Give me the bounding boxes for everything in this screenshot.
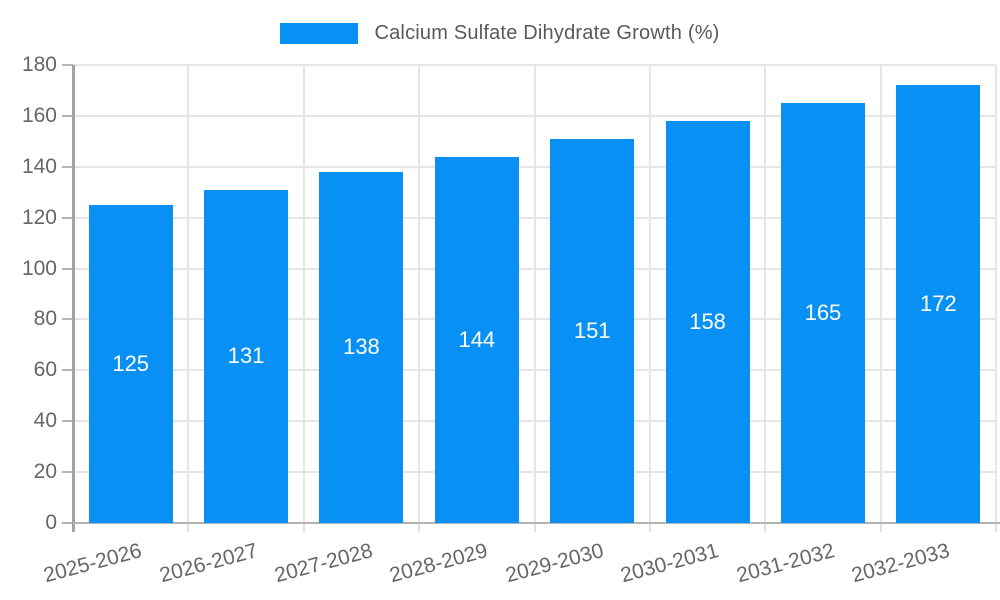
bar-2028-2029[interactable]: 144 <box>434 156 519 523</box>
x-tick-label: 2028-2029 <box>387 539 491 588</box>
y-axis-tick <box>62 318 73 321</box>
bar-2030-2031[interactable]: 158 <box>665 120 750 523</box>
x-tick-label: 2031-2032 <box>733 539 837 588</box>
x-axis-tick <box>879 523 882 532</box>
y-axis-tick <box>62 471 73 474</box>
x-tick-label: 2025-2026 <box>41 539 145 588</box>
bar-2027-2028[interactable]: 138 <box>319 171 404 523</box>
y-axis-tick <box>62 267 73 270</box>
x-axis-tick <box>187 523 190 532</box>
gridline-vertical <box>648 65 651 523</box>
x-axis-tick <box>995 523 997 532</box>
bar-2025-2026[interactable]: 125 <box>88 204 173 523</box>
y-axis-tick <box>62 369 73 372</box>
x-axis-tick <box>764 523 767 532</box>
legend-label: Calcium Sulfate Dihydrate Growth (%) <box>374 22 720 44</box>
y-tick-label: 20 <box>33 460 57 484</box>
gridline-vertical <box>533 65 536 523</box>
bar-value-label: 144 <box>458 326 496 352</box>
gridline-vertical <box>879 65 882 523</box>
gridline-vertical <box>764 65 767 523</box>
legend-swatch <box>280 23 359 44</box>
bar-value-label: 125 <box>112 350 150 376</box>
x-axis-tick <box>533 523 536 532</box>
gridline-vertical <box>418 65 421 523</box>
y-tick-label: 40 <box>33 409 57 433</box>
y-tick-label: 100 <box>21 256 57 280</box>
y-tick-label: 60 <box>33 358 57 382</box>
bar-value-label: 138 <box>343 334 380 360</box>
bar-value-label: 151 <box>573 317 611 343</box>
x-tick-label: 2027-2028 <box>272 539 376 588</box>
y-tick-label: 0 <box>45 511 57 534</box>
x-tick-label: 2032-2033 <box>849 539 953 588</box>
y-axis-tick <box>62 216 73 219</box>
gridline-vertical <box>995 65 997 523</box>
x-tick-label: 2030-2031 <box>618 539 722 588</box>
x-axis-tick <box>418 523 421 532</box>
gridline-vertical <box>187 65 190 523</box>
bar-value-label: 131 <box>227 343 265 369</box>
bar-2032-2033[interactable]: 172 <box>896 85 981 523</box>
bar-value-label: 158 <box>689 308 726 334</box>
y-tick-label: 80 <box>33 307 57 331</box>
x-axis-tick <box>302 523 305 532</box>
y-axis-tick <box>62 165 73 168</box>
x-axis-line <box>73 522 1000 524</box>
bar-2029-2030[interactable]: 151 <box>550 138 635 523</box>
y-axis-tick <box>62 114 73 117</box>
y-tick-label: 180 <box>21 53 57 76</box>
y-axis-tick <box>62 420 73 423</box>
x-tick-label: 2026-2027 <box>156 539 260 588</box>
y-axis-tick <box>62 64 73 66</box>
bar-value-label: 165 <box>804 300 842 326</box>
y-tick-label: 140 <box>21 154 57 178</box>
y-tick-label: 120 <box>21 205 57 229</box>
gridline-vertical <box>302 65 305 523</box>
y-axis-tick <box>62 522 73 524</box>
x-tick-label: 2029-2030 <box>502 539 606 588</box>
bar-2031-2032[interactable]: 165 <box>780 103 865 523</box>
x-axis-tick <box>648 523 651 532</box>
y-axis-line <box>72 65 75 532</box>
bar-2026-2027[interactable]: 131 <box>204 189 289 523</box>
y-tick-label: 160 <box>21 103 57 127</box>
chart-legend[interactable]: Calcium Sulfate Dihydrate Growth (%) <box>0 22 1000 45</box>
bar-value-label: 172 <box>919 291 957 317</box>
